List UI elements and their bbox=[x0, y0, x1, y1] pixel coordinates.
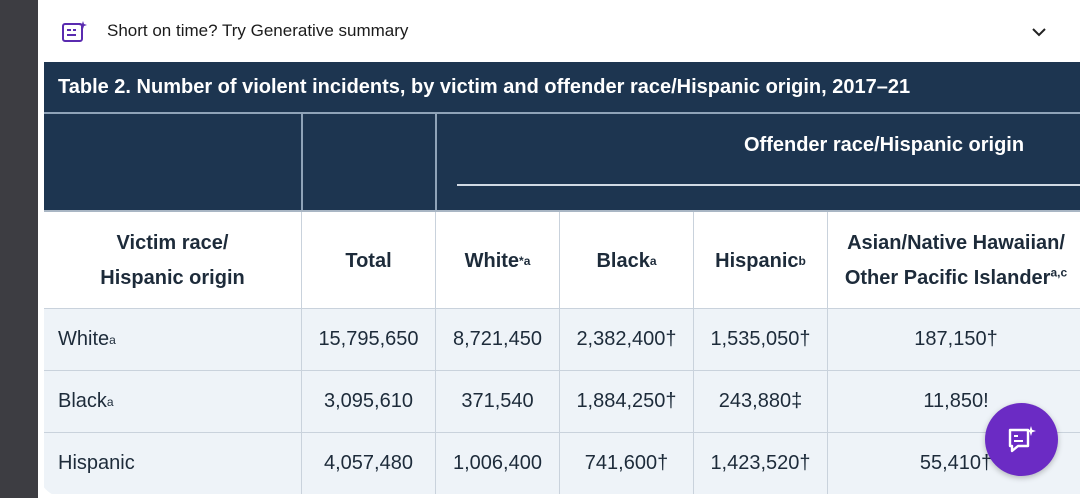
generative-summary-icon bbox=[62, 21, 87, 42]
document-card: Short on time? Try Generative summary Ta… bbox=[38, 0, 1080, 498]
group-header-label: Offender race/Hispanic origin bbox=[744, 134, 1025, 156]
row-label: Hispanic bbox=[44, 433, 302, 494]
header-rule bbox=[44, 112, 1080, 114]
cell-black: 1,884,250† bbox=[560, 371, 694, 432]
col-header-hispanic: Hispanic b bbox=[694, 212, 828, 310]
cell-white: 371,540 bbox=[436, 371, 560, 432]
ai-assistant-button[interactable] bbox=[985, 403, 1058, 476]
col-header-white: White *a bbox=[436, 212, 560, 310]
header-divider bbox=[435, 112, 437, 210]
cell-hispanic: 1,535,050† bbox=[694, 309, 828, 370]
cell-asian: 11,850! bbox=[923, 390, 989, 412]
table-title: Table 2. Number of violent incidents, by… bbox=[44, 62, 1080, 112]
group-header-rule bbox=[457, 184, 1080, 186]
column-header-row: Victim race/ Hispanic origin Total White… bbox=[44, 210, 1080, 310]
cell-asian: 187,150† bbox=[914, 328, 998, 350]
cell-total: 4,057,480 bbox=[302, 433, 436, 494]
table-row: White a 15,795,650 8,721,450 2,382,400† 1… bbox=[44, 308, 1080, 370]
col-header-total: Total bbox=[302, 212, 436, 310]
row-label: White a bbox=[44, 309, 302, 370]
cell-black: 2,382,400† bbox=[560, 309, 694, 370]
cell-hispanic: 243,880‡ bbox=[694, 371, 828, 432]
cell-white: 1,006,400 bbox=[436, 433, 560, 494]
chevron-down-icon[interactable] bbox=[1029, 22, 1049, 42]
cell-asian: 55,410† bbox=[919, 452, 993, 474]
cell-total: 15,795,650 bbox=[302, 309, 436, 370]
cell-white: 8,721,450 bbox=[436, 309, 560, 370]
cell-black: 741,600† bbox=[560, 433, 694, 494]
row-label: Black a bbox=[44, 371, 302, 432]
data-table: Table 2. Number of violent incidents, by… bbox=[44, 62, 1080, 498]
table-row: Black a 3,095,610 371,540 1,884,250† 243,… bbox=[44, 370, 1080, 432]
generative-summary-banner[interactable]: Short on time? Try Generative summary bbox=[38, 0, 1080, 62]
col-header-victim: Victim race/ Hispanic origin bbox=[44, 212, 302, 310]
col-header-black: Black a bbox=[560, 212, 694, 310]
banner-text: Short on time? Try Generative summary bbox=[107, 21, 409, 40]
cell-total: 3,095,610 bbox=[302, 371, 436, 432]
cell-hispanic: 1,423,520† bbox=[694, 433, 828, 494]
header-divider bbox=[301, 112, 303, 210]
phone-edge bbox=[0, 0, 38, 498]
table-row: Hispanic 4,057,480 1,006,400 741,600† 1,… bbox=[44, 432, 1080, 494]
table-group-header: Offender race/Hispanic origin bbox=[44, 112, 1080, 210]
ai-chat-icon bbox=[1008, 425, 1036, 452]
col-header-asian: Asian/Native Hawaiian/ Other Pacific Isl… bbox=[844, 232, 1068, 289]
